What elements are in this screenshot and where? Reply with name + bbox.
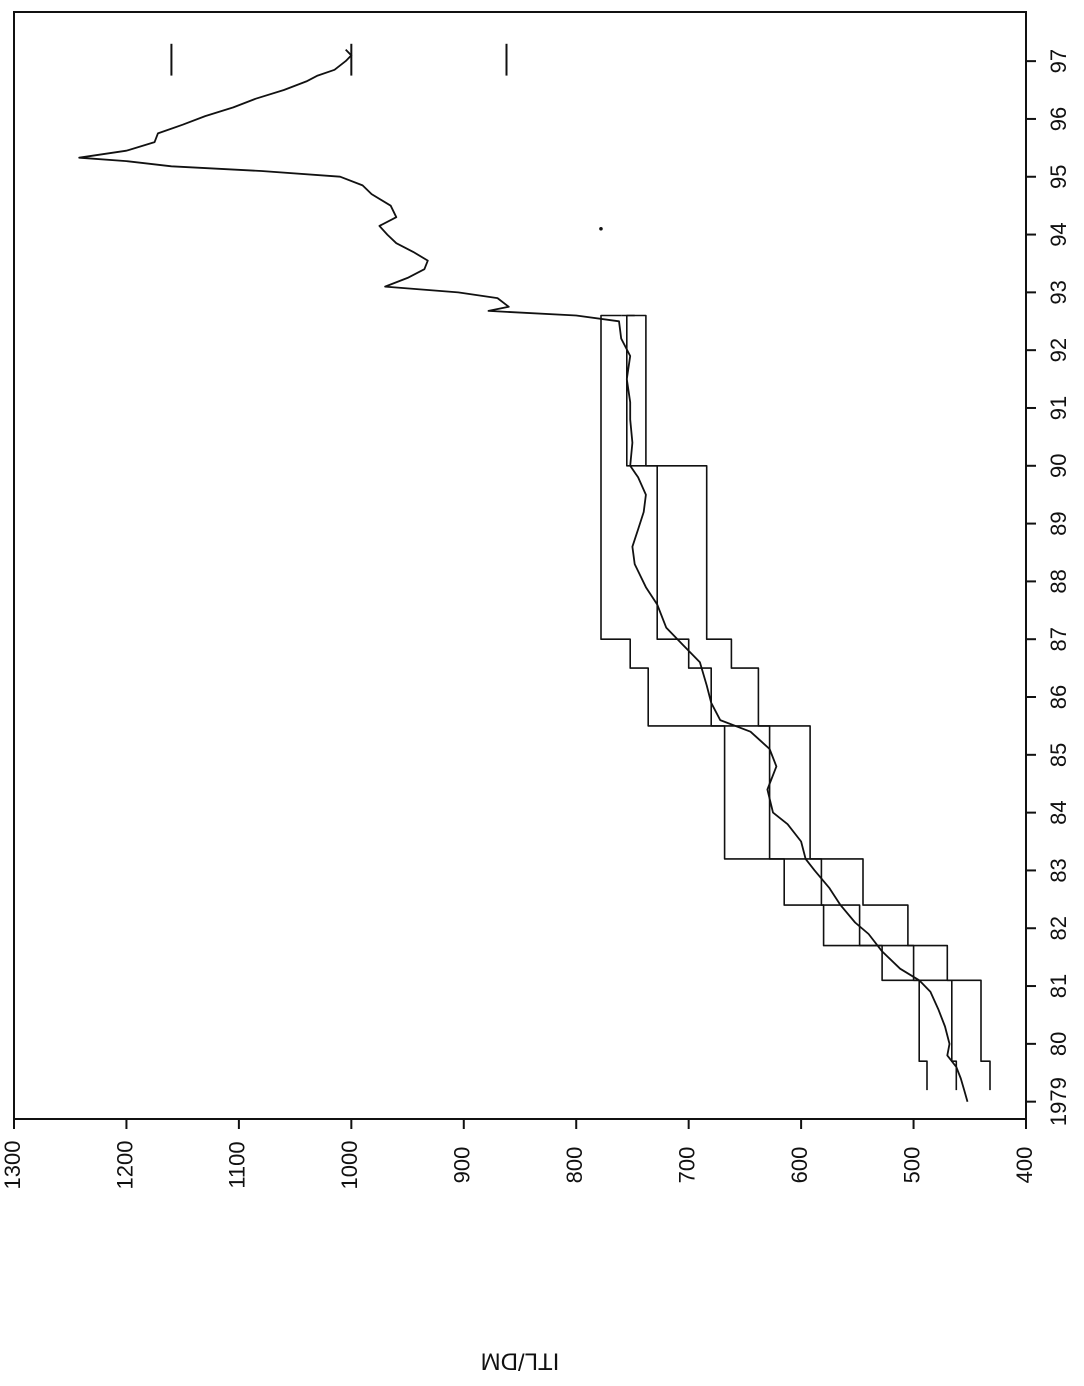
- time-axis: 1979 80 81 82 83 84 85 86 87 88 89 90 91 92 93 94 95 96 97: [1026, 49, 1071, 1126]
- value-tick-label: 1000: [337, 1141, 362, 1190]
- time-tick-label: 85: [1046, 743, 1071, 767]
- series-line-exchange-rate: [78, 48, 969, 1102]
- time-tick-label: 93: [1046, 280, 1071, 304]
- reference-marks-layer: [170, 43, 603, 231]
- time-tick-label: 95: [1046, 165, 1071, 189]
- time-tick-label: 80: [1046, 1032, 1071, 1056]
- time-tick-label: 83: [1046, 858, 1071, 882]
- value-tick-label: 1200: [112, 1141, 137, 1190]
- value-axis-label: ITL/DM: [481, 1348, 560, 1375]
- time-tick-label: 86: [1046, 685, 1071, 709]
- time-tick-label: 91: [1046, 396, 1071, 420]
- value-tick-label: 1100: [225, 1141, 250, 1188]
- value-tick-label: 500: [899, 1147, 924, 1184]
- time-tick-label: 97: [1046, 49, 1071, 73]
- value-tick-label: 600: [787, 1147, 812, 1184]
- time-tick-label: 96: [1046, 107, 1071, 131]
- value-tick-label: 800: [562, 1147, 587, 1184]
- value-tick-label: 1300: [0, 1141, 25, 1190]
- time-tick-label: 90: [1046, 454, 1071, 478]
- value-tick-label: 700: [674, 1147, 699, 1184]
- time-tick-label: 84: [1046, 800, 1071, 824]
- series-line-lower-band: [621, 314, 991, 1091]
- series-line-central-rate: [626, 314, 958, 1091]
- value-tick-label: 900: [450, 1147, 475, 1184]
- time-tick-label: 92: [1046, 338, 1071, 362]
- stray-point: [599, 226, 603, 231]
- series-layer: [78, 48, 991, 1102]
- value-tick-label: 400: [1012, 1147, 1037, 1184]
- time-tick-label: 89: [1046, 511, 1071, 535]
- time-tick-label: 88: [1046, 569, 1071, 593]
- value-axis: 400 500 600 700 800 900 1000 1100 1200 1300: [0, 1119, 1037, 1189]
- time-tick-label: 94: [1046, 222, 1071, 246]
- time-tick-label: 1979: [1046, 1077, 1071, 1126]
- time-tick-label: 87: [1046, 627, 1071, 651]
- time-tick-label: 82: [1046, 916, 1071, 940]
- series-line-upper-band: [600, 314, 928, 1091]
- plot-frame: [13, 11, 1027, 1120]
- time-tick-label: 81: [1046, 974, 1071, 998]
